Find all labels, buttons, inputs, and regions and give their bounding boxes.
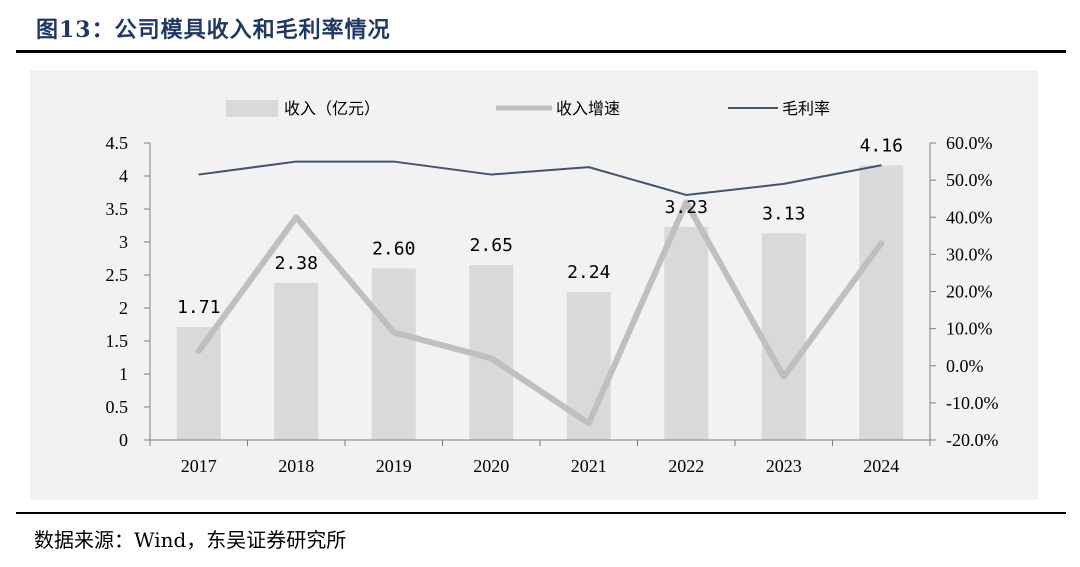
right-tick-label: 50.0%	[946, 170, 993, 190]
revenue-bar-2023	[761, 233, 806, 440]
left-tick-label: 3.5	[106, 199, 129, 219]
gross-margin-line	[198, 160, 882, 196]
right-tick-label: -20.0%	[946, 430, 999, 450]
left-tick-label: 0.5	[106, 397, 129, 417]
x-tick-label: 2024	[863, 456, 899, 476]
revenue-data-label-2022: 3.23	[665, 197, 708, 218]
right-tick-label: 30.0%	[946, 244, 993, 264]
x-tick-label: 2017	[181, 456, 217, 476]
x-tick-label: 2023	[766, 456, 802, 476]
right-tick-label: -10.0%	[946, 393, 999, 413]
source-rule	[16, 512, 1066, 514]
legend-label-margin: 毛利率	[782, 99, 830, 118]
chart-axes: 0 0.5 1 1.5 2 2.5 3 3.5 4 4.5 -20.0% -10.0% 0.0% 10.0…	[106, 133, 999, 476]
title-rule	[16, 50, 1066, 53]
revenue-data-label-2017: 1.71	[177, 297, 220, 318]
margin-point-2018	[295, 161, 297, 163]
legend-swatch-revenue	[226, 100, 278, 117]
right-tick-label: 40.0%	[946, 207, 993, 227]
revenue-data-label-2019: 2.60	[372, 238, 415, 259]
growth-point-2019	[393, 331, 395, 333]
right-tick-label: 0.0%	[946, 356, 984, 376]
growth-point-2017	[198, 350, 200, 352]
growth-point-2020	[490, 357, 492, 359]
margin-point-2019	[393, 161, 395, 163]
revenue-data-label-2023: 3.13	[762, 203, 805, 224]
revenue-data-label-2024: 4.16	[860, 135, 903, 156]
revenue-bars	[176, 165, 904, 440]
chart-lines	[195, 160, 885, 427]
legend-label-revenue: 收入（亿元）	[284, 99, 380, 118]
left-tick-label: 2	[119, 298, 128, 318]
left-tick-label: 3	[119, 232, 128, 252]
x-tick-label: 2022	[668, 456, 704, 476]
revenue-growth-line	[195, 199, 885, 427]
growth-point-2023	[783, 376, 785, 378]
x-tick-label: 2021	[571, 456, 607, 476]
left-tick-label: 2.5	[106, 265, 129, 285]
right-tick-label: 60.0%	[946, 133, 993, 153]
growth-point-2024	[880, 242, 882, 244]
figure-title: 图13：公司模具收入和毛利率情况	[36, 17, 391, 43]
revenue-bar-2022	[664, 226, 709, 440]
left-tick-label: 0	[119, 430, 128, 450]
left-tick-label: 1	[119, 364, 128, 384]
margin-point-2023	[783, 183, 785, 185]
revenue-data-label-2018: 2.38	[275, 253, 318, 274]
data-labels: 1.71 2.38 2.60 2.65 2.24 3.23 3.13 4.16	[177, 135, 903, 318]
x-tick-label: 2018	[278, 456, 314, 476]
margin-point-2017	[198, 174, 200, 176]
revenue-bar-2024	[859, 165, 904, 440]
margin-point-2024	[880, 164, 882, 166]
margin-point-2020	[490, 174, 492, 176]
right-tick-label: 20.0%	[946, 282, 993, 302]
legend-label-growth: 收入增速	[556, 99, 620, 118]
growth-point-2021	[588, 422, 590, 424]
margin-point-2021	[588, 166, 590, 168]
x-tick-label: 2020	[473, 456, 509, 476]
x-tick-label: 2019	[376, 456, 412, 476]
margin-point-2022	[685, 194, 687, 196]
chart-legend: 收入（亿元） 收入增速 毛利率	[226, 99, 830, 118]
revenue-bar-2018	[274, 282, 319, 440]
revenue-bar-2017	[176, 327, 221, 440]
revenue-bar-2019	[371, 268, 416, 440]
revenue-data-label-2021: 2.24	[567, 262, 610, 283]
growth-point-2022	[685, 201, 687, 203]
growth-point-2018	[295, 216, 297, 218]
revenue-data-label-2020: 2.65	[470, 235, 513, 256]
left-tick-label: 4	[119, 166, 128, 186]
left-tick-label: 4.5	[106, 133, 129, 153]
right-tick-label: 10.0%	[946, 319, 993, 339]
left-tick-label: 1.5	[106, 331, 129, 351]
source-note: 数据来源：Wind，东吴证券研究所	[34, 528, 347, 552]
